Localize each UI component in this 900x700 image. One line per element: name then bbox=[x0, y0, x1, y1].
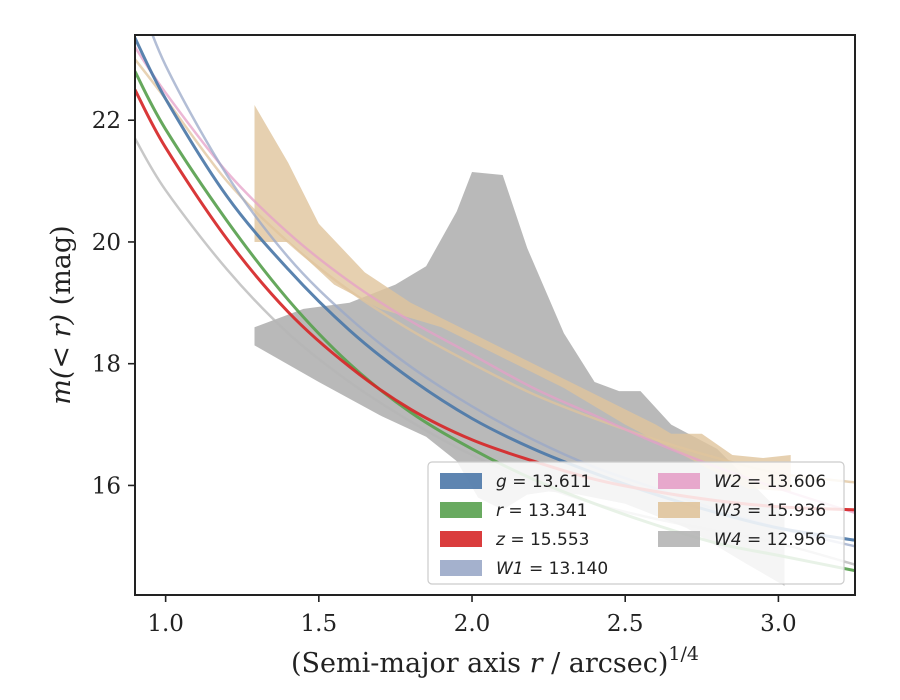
legend-swatch-z bbox=[440, 531, 482, 547]
legend-label-r: r = 13.341 bbox=[496, 501, 588, 521]
legend-label-w2: W2 = 13.606 bbox=[714, 472, 826, 492]
legend-label-w4: W4 = 12.956 bbox=[714, 530, 826, 550]
legend-frame bbox=[427, 461, 845, 585]
x-tick-label: 2.5 bbox=[607, 611, 644, 637]
x-tick-label: 1.5 bbox=[301, 611, 338, 637]
legend-label-w3: W3 = 15.936 bbox=[714, 501, 826, 521]
legend-label-z: z = 15.553 bbox=[495, 530, 589, 550]
y-tick-label: 20 bbox=[92, 230, 121, 256]
curve-w3 bbox=[135, 58, 855, 484]
legend-label-g: g = 13.611 bbox=[496, 472, 591, 492]
x-tick-label: 1.0 bbox=[147, 611, 184, 637]
x-tick-label: 3.0 bbox=[760, 611, 797, 637]
legend-swatch-g bbox=[440, 473, 482, 489]
y-tick-label: 16 bbox=[92, 473, 121, 499]
legend-swatch-w1 bbox=[440, 560, 482, 576]
axis-ticks: 1.0 1.5 2.0 2.5 3.0 16 18 20 22 bbox=[92, 108, 797, 637]
legend-swatch-r bbox=[440, 502, 482, 518]
x-tick-label: 2.0 bbox=[454, 611, 491, 637]
legend-swatch-w3 bbox=[658, 502, 700, 518]
y-axis-label: m(< r) (mag) bbox=[46, 225, 77, 404]
legend-label-w1: W1 = 13.140 bbox=[496, 559, 608, 579]
legend-swatch-w2 bbox=[658, 473, 700, 489]
x-axis-label: (Semi-major axis r / arcsec)1/4 bbox=[291, 643, 699, 679]
legend-swatch-w4 bbox=[658, 531, 700, 547]
legend: g = 13.611 r = 13.341 z = 15.553 W1 = 13.14… bbox=[427, 461, 845, 585]
plot-frame bbox=[134, 34, 856, 596]
y-tick-label: 18 bbox=[92, 352, 121, 378]
y-tick-label: 22 bbox=[92, 108, 121, 134]
